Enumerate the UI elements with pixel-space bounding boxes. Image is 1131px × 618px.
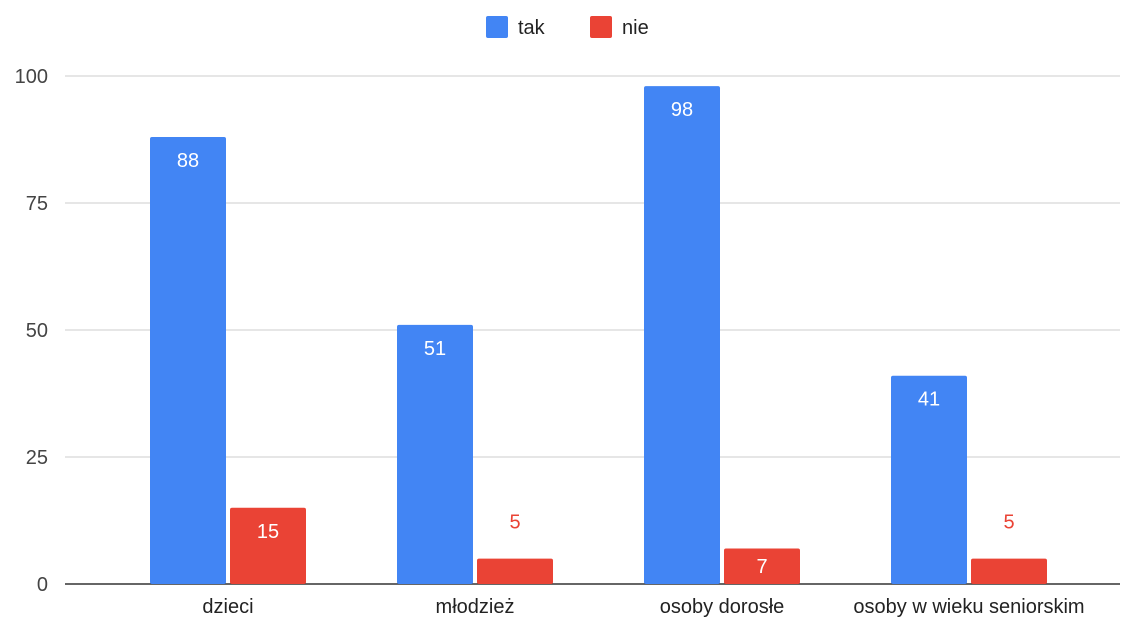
x-axis-categories: dzieci młodzież osoby dorosłe osoby w wieku…	[202, 596, 1084, 618]
data-label-nie-0: 15	[257, 521, 279, 543]
bar-nie-1	[477, 558, 553, 584]
legend-label-tak: tak	[518, 17, 546, 39]
data-label-tak-1: 51	[424, 338, 446, 360]
y-axis-ticks: 0 25 50 75 100	[15, 66, 48, 596]
bar-nie-2	[724, 548, 800, 584]
bar-tak-2	[644, 86, 720, 584]
legend-label-nie: nie	[622, 17, 649, 39]
data-label-nie-1: 5	[509, 512, 520, 534]
data-label-nie-2: 7	[756, 556, 767, 578]
bar-nie-0	[230, 507, 306, 584]
y-tick-label: 0	[37, 574, 48, 596]
x-category-label: osoby w wieku seniorskim	[853, 596, 1084, 618]
bar-nie-3	[971, 558, 1047, 584]
y-tick-label: 50	[26, 320, 48, 342]
data-label-nie-3: 5	[1003, 512, 1014, 534]
data-label-tak-0: 88	[177, 150, 199, 172]
data-label-tak-2: 98	[671, 99, 693, 121]
y-tick-label: 100	[15, 66, 48, 88]
bar-tak-1	[397, 324, 473, 584]
legend-swatch-nie	[590, 16, 612, 38]
bars	[150, 86, 1047, 584]
legend-swatch-tak	[486, 16, 508, 38]
x-category-label: osoby dorosłe	[660, 596, 785, 618]
data-labels: 88 15 51 5 98 7 41 5	[177, 99, 1015, 578]
legend: tak nie	[486, 16, 649, 39]
x-category-label: młodzież	[436, 596, 515, 618]
x-category-label: dzieci	[202, 596, 253, 618]
bar-tak-3	[891, 375, 967, 584]
y-tick-label: 25	[26, 447, 48, 469]
data-label-tak-3: 41	[918, 389, 940, 411]
y-tick-label: 75	[26, 193, 48, 215]
bar-tak-0	[150, 136, 226, 584]
